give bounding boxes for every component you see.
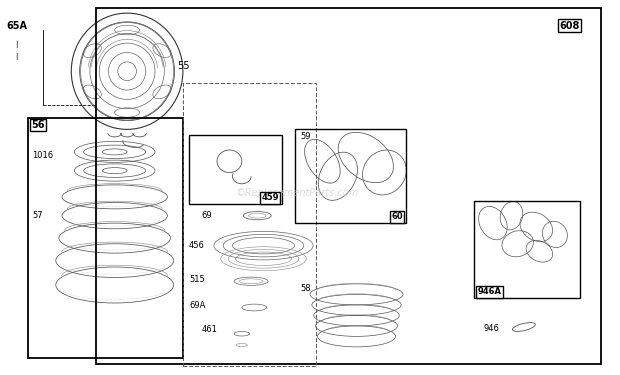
Text: 58: 58 bbox=[301, 284, 311, 293]
Text: 60: 60 bbox=[391, 212, 403, 221]
Bar bbox=[28, 118, 183, 358]
Text: |: | bbox=[16, 53, 18, 60]
Text: 946: 946 bbox=[484, 324, 500, 333]
Text: 456: 456 bbox=[189, 241, 205, 250]
Text: 459: 459 bbox=[262, 194, 279, 202]
Text: 69: 69 bbox=[202, 211, 212, 220]
Text: 55: 55 bbox=[177, 61, 189, 70]
Text: |: | bbox=[16, 42, 18, 48]
Text: 946A: 946A bbox=[477, 287, 502, 296]
Text: 461: 461 bbox=[202, 326, 218, 334]
Text: 69A: 69A bbox=[189, 301, 205, 310]
Text: 608: 608 bbox=[559, 21, 580, 31]
Bar bbox=[96, 8, 601, 364]
Text: 515: 515 bbox=[189, 275, 205, 284]
Text: ©ReplacementParts.com: ©ReplacementParts.com bbox=[236, 188, 359, 198]
Bar bbox=[474, 201, 580, 298]
Bar bbox=[189, 135, 282, 204]
Bar bbox=[183, 82, 316, 366]
Text: 56: 56 bbox=[31, 120, 45, 130]
Bar bbox=[294, 129, 406, 223]
Text: 65A: 65A bbox=[6, 21, 27, 31]
Text: 57: 57 bbox=[32, 211, 43, 220]
Text: 1016: 1016 bbox=[32, 151, 53, 160]
Text: 59: 59 bbox=[301, 132, 311, 141]
